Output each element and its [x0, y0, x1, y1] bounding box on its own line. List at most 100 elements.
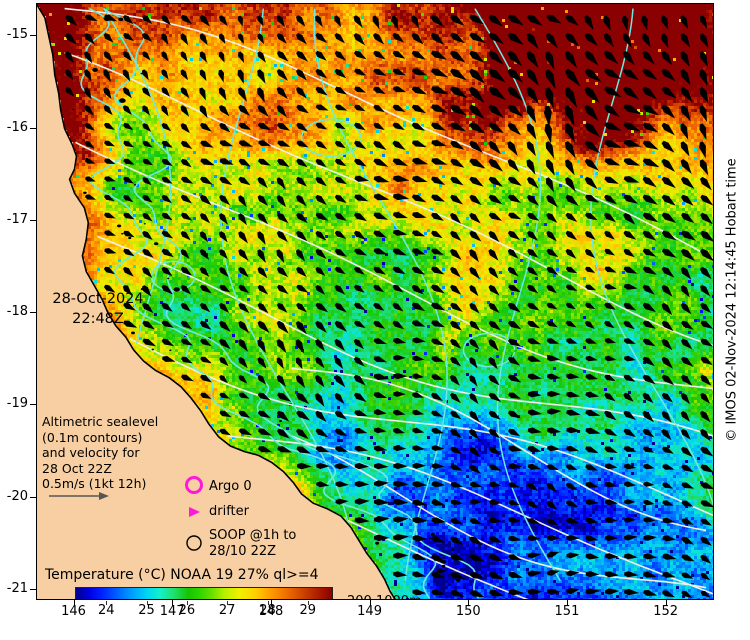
velocity-arrow [219, 140, 234, 147]
colorbar-title: Temperature (°C) NOAA 19 27% ql>=4 [45, 567, 319, 583]
colorbar[interactable] [75, 587, 333, 599]
velocity-arrow [508, 176, 522, 186]
velocity-arrow [661, 86, 677, 99]
velocity-arrow [161, 266, 173, 277]
velocity-arrow [661, 356, 673, 369]
velocity-arrow [412, 373, 425, 379]
credit-text: © IMOS 02-Nov-2024 12:14:45 Hobart time [724, 158, 740, 442]
velocity-arrow [277, 392, 292, 402]
y-axis-tick-mark [30, 127, 36, 129]
velocity-arrow [142, 285, 152, 297]
velocity-arrow [603, 33, 614, 48]
velocity-arrow [661, 428, 672, 441]
velocity-arrow [412, 337, 426, 344]
velocity-arrow [623, 158, 640, 166]
velocity-arrow [604, 266, 617, 273]
velocity-arrow [373, 302, 385, 311]
velocity-arrow [431, 194, 446, 202]
velocity-arrow [393, 193, 410, 201]
velocity-arrow [296, 428, 309, 440]
velocity-arrow [450, 194, 463, 205]
velocity-arrow [508, 374, 522, 383]
velocity-arrow [180, 266, 192, 276]
velocity-arrow [431, 212, 444, 221]
velocity-arrow [604, 392, 616, 402]
velocity-arrow [507, 32, 524, 45]
velocity-arrow [257, 357, 267, 369]
island-speck [441, 569, 446, 573]
velocity-arrow [257, 302, 269, 314]
velocity-arrow [123, 176, 134, 184]
velocity-arrow [123, 266, 134, 277]
velocity-arrow [623, 176, 640, 183]
velocity-arrow [642, 194, 658, 205]
velocity-arrow [508, 589, 524, 596]
velocity-arrow [392, 302, 404, 312]
velocity-arrow [450, 392, 461, 404]
velocity-arrow [488, 104, 504, 118]
velocity-arrow [642, 104, 659, 116]
velocity-arrow [623, 392, 634, 402]
velocity-arrow [585, 374, 599, 380]
velocity-arrow [142, 105, 151, 116]
velocity-arrow [257, 375, 267, 385]
velocity-arrow [450, 320, 462, 331]
velocity-arrow [545, 33, 558, 49]
colorbar-tick-mark [106, 601, 108, 605]
velocity-arrow [507, 50, 523, 67]
velocity-arrow [296, 284, 309, 293]
map-plot-area[interactable]: 28-Oct-2024 22:48Z Altimetric sealevel (0… [36, 3, 714, 600]
velocity-arrow [276, 177, 286, 190]
velocity-arrow [219, 320, 231, 332]
velocity-arrow [277, 158, 290, 167]
velocity-arrow [238, 392, 250, 399]
velocity-arrow [412, 481, 428, 488]
velocity-arrow [527, 570, 542, 577]
velocity-arrow [296, 87, 307, 99]
velocity-arrow [431, 481, 446, 488]
velocity-arrow [276, 212, 289, 224]
velocity-arrow [566, 570, 580, 577]
velocity-arrow [526, 141, 536, 157]
velocity-arrow [681, 500, 694, 507]
velocity-arrow [393, 498, 409, 506]
velocity-arrow [219, 249, 228, 260]
velocity-arrow [237, 15, 243, 27]
velocity-arrow [488, 267, 499, 279]
velocity-arrow [450, 554, 466, 561]
velocity-arrow [566, 552, 580, 559]
velocity-arrow [546, 518, 559, 526]
island-speck [143, 223, 146, 225]
velocity-arrow [488, 428, 501, 439]
velocity-arrow [142, 212, 153, 222]
velocity-arrow [543, 105, 552, 127]
velocity-arrow [354, 266, 365, 275]
velocity-arrow [642, 392, 654, 404]
velocity-arrow [585, 391, 600, 398]
velocity-arrow [584, 104, 599, 122]
velocity-arrow [354, 50, 367, 60]
velocity-arrow [469, 446, 481, 458]
velocity-arrow [680, 393, 690, 405]
velocity-arrow [469, 554, 485, 562]
velocity-arrow [334, 284, 345, 295]
velocity-arrow [412, 445, 425, 452]
velocity-arrow [469, 536, 483, 546]
colorbar-tick-label: 26 [178, 603, 196, 618]
velocity-arrow [661, 320, 674, 332]
velocity-arrow [469, 86, 485, 104]
velocity-arrow [103, 33, 114, 43]
velocity-arrow [334, 86, 347, 95]
velocity-arrow [373, 104, 385, 113]
x-axis-tick-mark [468, 600, 470, 606]
velocity-arrow [315, 375, 325, 388]
velocity-arrow [680, 123, 689, 140]
desc-line-4: 28 Oct 22Z [42, 460, 112, 476]
velocity-arrow [104, 230, 116, 236]
y-axis-tick-label: -15 [6, 27, 28, 43]
timestamp-date: 28-Oct-2024 [52, 291, 144, 307]
velocity-arrow [219, 356, 229, 367]
velocity-arrow [257, 213, 268, 225]
velocity-arrow [276, 249, 285, 264]
